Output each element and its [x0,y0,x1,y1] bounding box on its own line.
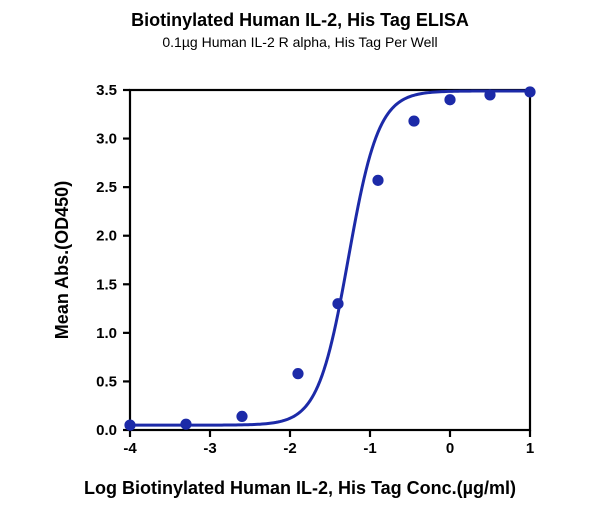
y-tick-label: 1.0 [96,325,117,342]
data-point [293,369,303,379]
x-tick-label: 0 [446,440,454,457]
y-tick-label: 0.5 [96,373,117,390]
y-tick-label: 2.5 [96,179,117,196]
data-point [181,419,191,429]
data-point [125,420,135,430]
x-axis-label: Log Biotinylated Human IL-2, His Tag Con… [0,478,600,499]
y-tick-label: 0.0 [96,422,117,439]
chart-subtitle: 0.1µg Human IL-2 R alpha, His Tag Per We… [0,34,600,50]
x-tick-label: 1 [526,440,534,457]
chart-svg: -4-3-2-1010.00.51.01.52.02.53.03.5 [130,90,530,430]
x-tick-label: -3 [203,440,216,457]
x-tick-label: -4 [123,440,137,457]
data-point [373,175,383,185]
data-point [409,116,419,126]
chart-title: Biotinylated Human IL-2, His Tag ELISA [0,10,600,31]
data-point [525,87,535,97]
data-point [485,90,495,100]
plot-area: -4-3-2-1010.00.51.01.52.02.53.03.5 [130,90,530,430]
data-point [237,411,247,421]
y-tick-label: 2.0 [96,228,117,245]
data-point [333,299,343,309]
y-tick-label: 3.5 [96,82,117,99]
axis-frame [130,90,530,430]
x-tick-label: -2 [283,440,296,457]
elisa-chart-figure: Biotinylated Human IL-2, His Tag ELISA 0… [0,0,600,528]
y-tick-label: 1.5 [96,276,117,293]
y-tick-label: 3.0 [96,131,117,148]
y-axis-label: Mean Abs.(OD450) [52,90,73,430]
x-tick-label: -1 [363,440,376,457]
fit-curve [130,91,530,425]
data-point [445,95,455,105]
